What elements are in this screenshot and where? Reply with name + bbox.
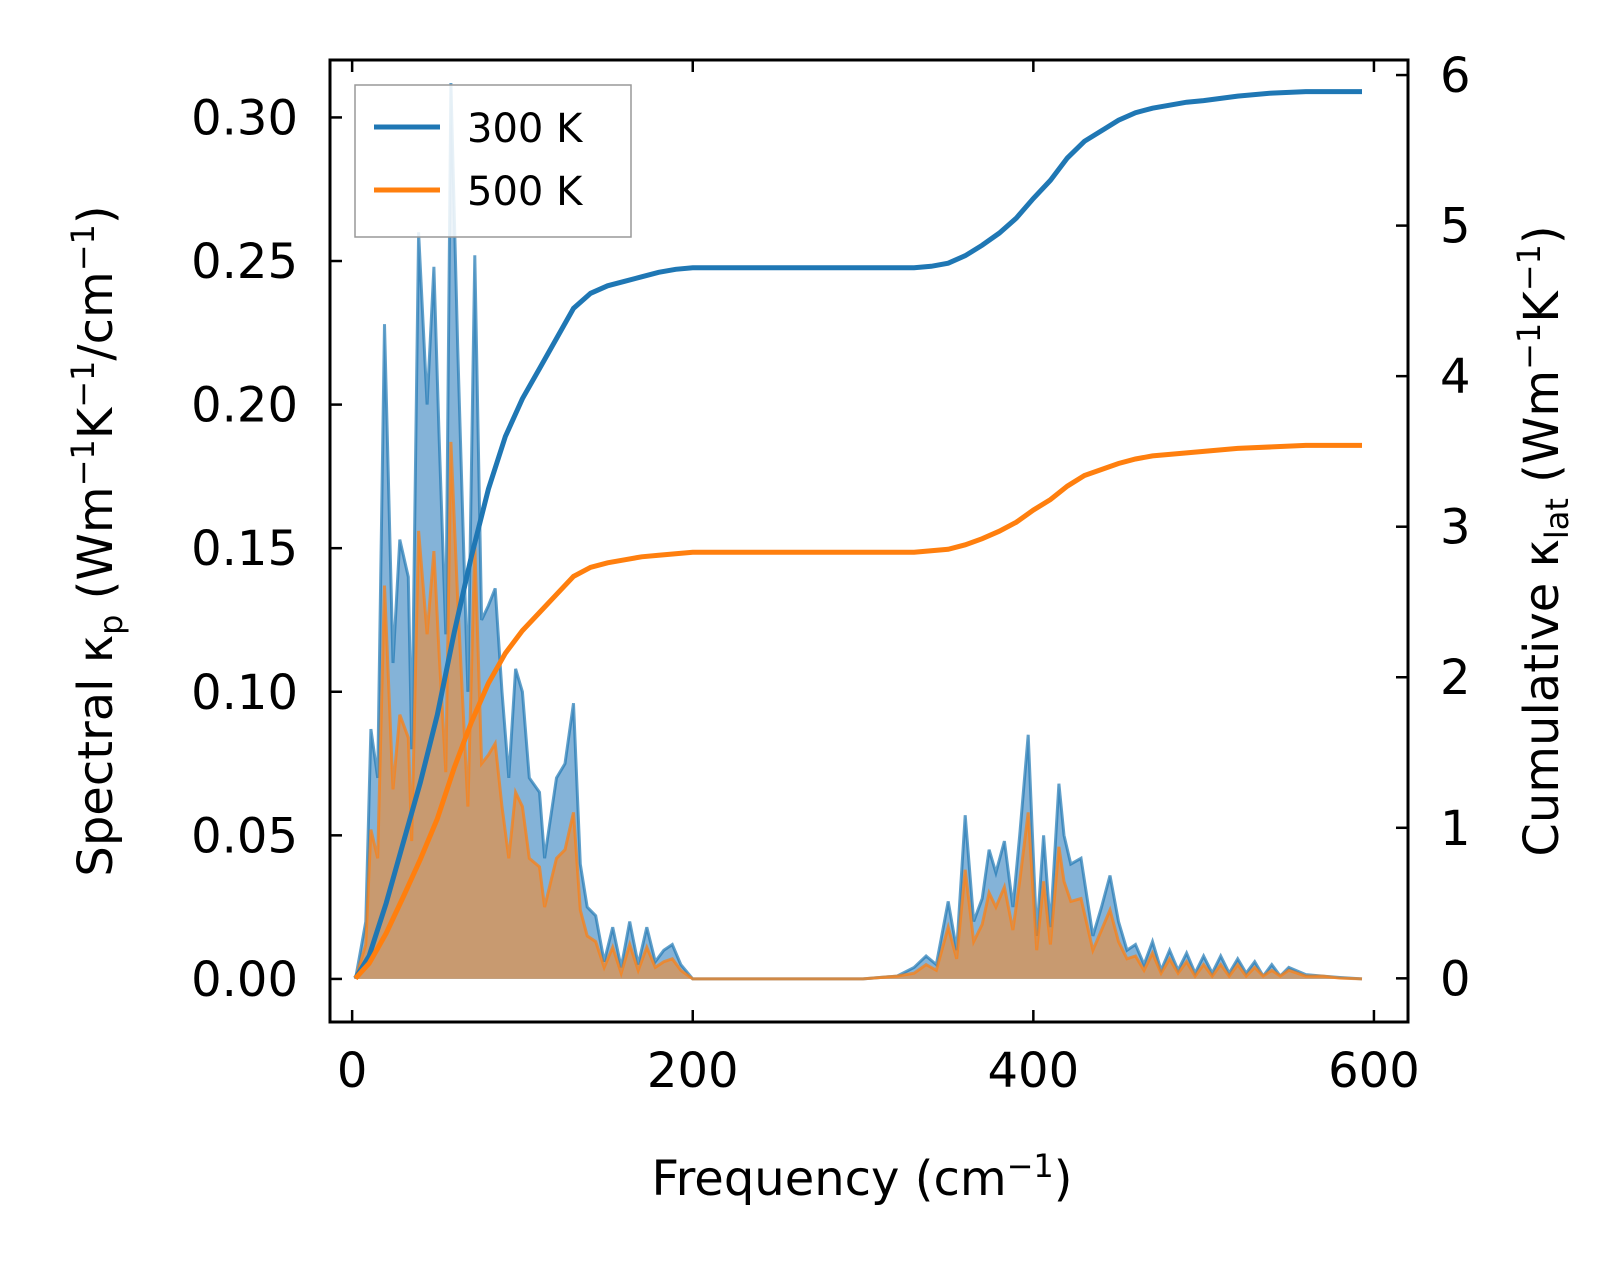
legend-box [354, 84, 632, 238]
right-y-tick-label: 3 [1440, 500, 1471, 556]
ry-sup1: −1 [1510, 323, 1548, 370]
right-y-tick-label: 1 [1440, 801, 1471, 857]
x-tick-label: 0 [337, 1043, 368, 1099]
cumulative-line-300k [353, 89, 1362, 980]
ly-sup3: −1 [64, 224, 102, 271]
right-y-tick-label: 5 [1440, 199, 1471, 255]
x-axis-title-sup: −1 [1007, 1147, 1054, 1185]
legend-label-500k: 500 K [467, 169, 584, 215]
cumulative-line-500k [353, 442, 1362, 980]
ry-sup2: −1 [1510, 244, 1548, 291]
x-axis-title: Frequency (cm−1) [651, 1147, 1072, 1207]
x-axis-title-close: ) [1054, 1151, 1073, 1207]
x-tick-label: 200 [647, 1043, 739, 1099]
x-axis-title-base: Frequency (cm [651, 1151, 1006, 1207]
right-y-axis-title: Cumulative κlat (Wm−1K−1) [1510, 225, 1576, 856]
ly-p2: (Wm [68, 486, 124, 614]
ly-p1: Spectral κ [68, 635, 124, 877]
ry-p2: (Wm [1514, 370, 1570, 498]
tick-layer: 0 200 400 600 0.00 0.05 0.10 0.15 0.20 0.25 0.30 0 1… [191, 48, 1470, 1099]
left-y-axis-title: Spectral κp (Wm−1K−1/cm−1) [64, 205, 130, 876]
right-y-tick-label: 6 [1440, 48, 1471, 104]
plot-frame [328, 58, 1410, 1024]
left-y-tick-label: 0.05 [191, 808, 298, 864]
ry-sub: lat [1538, 498, 1576, 539]
legend-label-300k: 300 K [467, 106, 584, 152]
left-y-tick-label: 0.30 [191, 90, 298, 146]
ly-sup2: −1 [64, 361, 102, 408]
spectral-line-500k [354, 441, 1363, 981]
ry-p3: K [1514, 290, 1570, 323]
legend: 300 K 500 K [354, 84, 632, 238]
left-y-tick-label: 0.25 [191, 234, 298, 290]
ly-p5: ) [68, 205, 124, 224]
right-y-tick-label: 4 [1440, 349, 1471, 405]
spectral-area-500k [355, 441, 1362, 979]
left-y-tick-label: 0.20 [191, 378, 298, 434]
ry-p1: Cumulative κ [1514, 539, 1570, 857]
ry-p4: ) [1514, 225, 1570, 244]
left-y-tick-label: 0.15 [191, 521, 298, 577]
spectral-fill-layer [354, 82, 1363, 981]
line-layer [353, 89, 1362, 980]
x-tick-label: 600 [1328, 1043, 1420, 1099]
ly-p3: K [68, 406, 124, 439]
left-y-tick-label: 0.10 [191, 665, 298, 721]
ly-p4: /cm [68, 271, 124, 360]
left-y-tick-label: 0.00 [191, 952, 298, 1008]
x-tick-label: 400 [988, 1043, 1080, 1099]
right-y-tick-label: 0 [1440, 951, 1471, 1007]
right-y-tick-label: 2 [1440, 650, 1471, 706]
ly-sup1: −1 [64, 439, 102, 486]
ly-sub: p [92, 615, 130, 635]
